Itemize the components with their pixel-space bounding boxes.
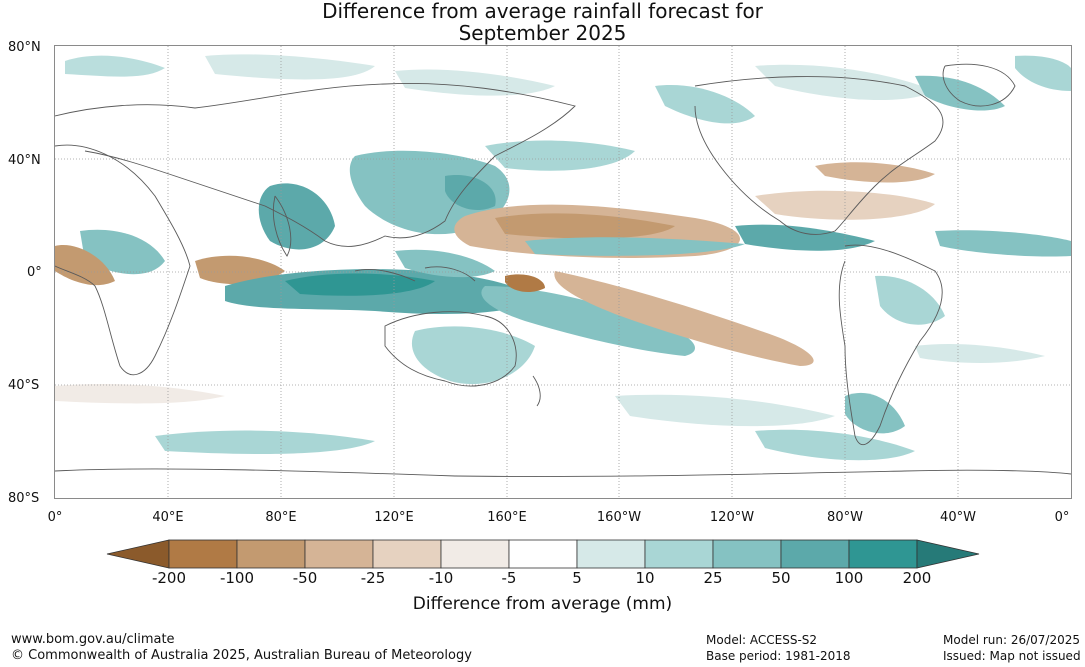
cbar-label: -200 xyxy=(151,569,187,587)
colorbar-bin xyxy=(848,539,918,569)
coastlines xyxy=(55,63,1071,477)
lat-label-40s: 40°S xyxy=(8,378,40,393)
footer-url: www.bom.gov.au/climate xyxy=(11,632,175,647)
cbar-label: -25 xyxy=(360,569,386,587)
colorbar-bin xyxy=(644,539,714,569)
cbar-label: 25 xyxy=(703,569,723,587)
lon-label-120w: 120°W xyxy=(709,510,755,525)
graticule xyxy=(55,46,1071,498)
lon-label-40w: 40°W xyxy=(940,510,976,525)
map-canvas xyxy=(55,46,1071,498)
lon-label-160w: 160°W xyxy=(596,510,642,525)
colorbar-bin xyxy=(304,539,374,569)
cbar-label: 100 xyxy=(834,569,864,587)
lon-label-0-east: 0° xyxy=(1054,510,1070,525)
cbar-label: 50 xyxy=(771,569,791,587)
colorbar-bin xyxy=(236,539,306,569)
cbar-label: 10 xyxy=(635,569,655,587)
colorbar-bin xyxy=(440,539,510,569)
lat-label-40n: 40°N xyxy=(8,153,41,168)
anomaly-fields xyxy=(55,54,1071,461)
colorbar-bin xyxy=(576,539,646,569)
footer-base-period: Base period: 1981-2018 xyxy=(706,649,851,663)
map-title-line1: Difference from average rainfall forecas… xyxy=(322,0,763,23)
lon-label-160e: 160°E xyxy=(487,510,527,525)
cbar-label: -50 xyxy=(292,569,318,587)
colorbar-extend-high xyxy=(916,539,980,569)
cbar-label: 200 xyxy=(902,569,932,587)
cbar-label: -10 xyxy=(428,569,454,587)
footer-model: Model: ACCESS-S2 xyxy=(706,633,818,647)
colorbar-caption: Difference from average (mm) xyxy=(412,594,673,614)
lon-label-80w: 80°W xyxy=(827,510,863,525)
cbar-label: -100 xyxy=(219,569,255,587)
cbar-label: 5 xyxy=(572,569,582,587)
footer-copyright: © Commonwealth of Australia 2025, Austra… xyxy=(11,648,472,663)
colorbar-bin xyxy=(712,539,782,569)
lon-label-40e: 40°E xyxy=(152,510,184,525)
footer-model-run: Model run: 26/07/2025 xyxy=(943,633,1081,647)
lon-label-80e: 80°E xyxy=(265,510,297,525)
colorbar-bin xyxy=(780,539,850,569)
colorbar-bin xyxy=(372,539,442,569)
colorbar-bin xyxy=(508,539,578,569)
lon-label-0: 0° xyxy=(47,510,63,525)
footer-issued: Issued: Map not issued xyxy=(943,649,1081,663)
lon-label-120e: 120°E xyxy=(374,510,414,525)
colorbar xyxy=(106,539,980,569)
rainfall-anomaly-map xyxy=(54,45,1072,499)
map-title-line2: September 2025 xyxy=(458,21,627,45)
lat-label-80s: 80°S xyxy=(8,491,40,506)
colorbar-bin xyxy=(168,539,238,569)
cbar-label: -5 xyxy=(501,569,517,587)
lat-label-equator: 0° xyxy=(27,265,42,280)
colorbar-extend-low xyxy=(106,539,170,569)
lat-label-80n: 80°N xyxy=(8,40,41,55)
